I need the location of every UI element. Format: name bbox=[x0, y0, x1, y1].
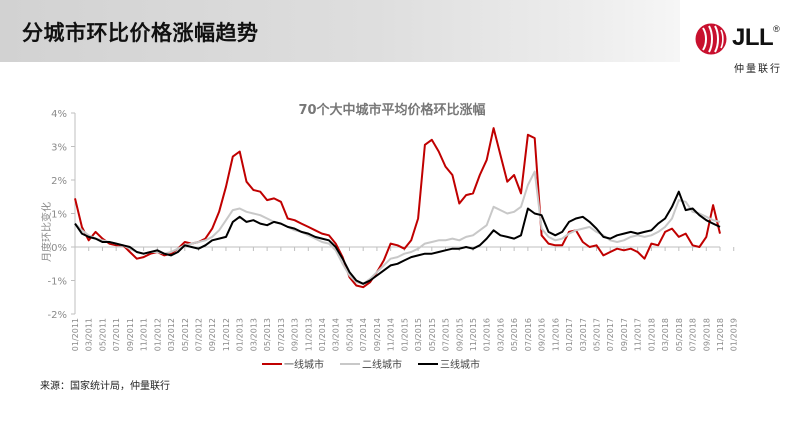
x-tick-label: 03/2011 bbox=[85, 318, 94, 351]
chart-legend: 一线城市 二线城市 三线城市 bbox=[262, 358, 480, 371]
x-tick-label: 05/2015 bbox=[428, 318, 437, 351]
jll-logo: JLL® 仲量联行 bbox=[694, 20, 794, 80]
series-line-3 bbox=[74, 190, 721, 285]
y-axis: -2% -1% 0% 1% 2% 3% 4% bbox=[48, 109, 76, 321]
x-tick-label: 11/2011 bbox=[140, 318, 149, 351]
series-line-2 bbox=[74, 170, 721, 285]
legend-label: 三线城市 bbox=[440, 358, 480, 371]
y-tick-label: 1% bbox=[51, 210, 67, 221]
x-tick-label: 01/2011 bbox=[71, 318, 80, 351]
x-tick-label: 01/2014 bbox=[318, 318, 327, 351]
x-tick-label: 09/2013 bbox=[291, 318, 300, 351]
x-tick-label: 07/2018 bbox=[689, 318, 698, 351]
y-axis-label: 月度环比变化 bbox=[40, 202, 53, 262]
x-tick-label: 05/2017 bbox=[592, 318, 601, 351]
x-tick-label: 01/2018 bbox=[647, 318, 656, 351]
x-tick-label: 09/2015 bbox=[455, 318, 464, 351]
x-tick-label: 07/2012 bbox=[195, 318, 204, 351]
x-tick-label: 03/2013 bbox=[249, 318, 258, 351]
x-tick-label: 11/2015 bbox=[469, 318, 478, 351]
x-tick-label: 03/2012 bbox=[167, 318, 176, 351]
y-tick-label: 0% bbox=[51, 243, 67, 254]
x-tick-label: 01/2015 bbox=[400, 318, 409, 351]
series-lines bbox=[74, 127, 721, 289]
x-tick-label: 07/2017 bbox=[606, 318, 615, 351]
jll-logo-subtitle: 仲量联行 bbox=[734, 64, 782, 75]
x-tick-label: 07/2014 bbox=[359, 318, 368, 351]
x-tick-label: 05/2012 bbox=[181, 318, 190, 351]
x-tick-label: 07/2013 bbox=[277, 318, 286, 351]
y-tick-label: 2% bbox=[51, 176, 67, 187]
x-tick-label: 03/2015 bbox=[414, 318, 423, 351]
x-axis: 01/2011 03/2011 05/2011 07/2011 09/2011 11/20… bbox=[71, 246, 739, 351]
x-tick-label: 07/2016 bbox=[524, 318, 533, 351]
x-tick-label: 11/2013 bbox=[304, 318, 313, 351]
page-title: 分城市环比价格涨幅趋势 bbox=[22, 21, 259, 45]
x-tick-label: 09/2017 bbox=[620, 318, 629, 351]
page-header: 分城市环比价格涨幅趋势 JLL® 仲量联行 bbox=[0, 0, 800, 84]
x-tick-label: 09/2012 bbox=[208, 318, 217, 351]
source-note: 来源：国家统计局，仲量联行 bbox=[40, 381, 170, 392]
x-tick-label: 05/2013 bbox=[263, 318, 272, 351]
x-tick-label: 05/2014 bbox=[345, 318, 354, 351]
x-tick-label: 03/2014 bbox=[332, 318, 341, 351]
x-tick-label: 09/2018 bbox=[702, 318, 711, 351]
x-tick-label: 09/2011 bbox=[126, 318, 135, 351]
x-tick-label: 01/2017 bbox=[565, 318, 574, 351]
x-tick-label: 01/2016 bbox=[483, 318, 492, 351]
series-line-1 bbox=[74, 127, 721, 289]
x-tick-label: 11/2016 bbox=[551, 318, 560, 351]
y-tick-label: -2% bbox=[48, 310, 67, 321]
x-tick-label: 09/2014 bbox=[373, 318, 382, 351]
x-tick-label: 07/2011 bbox=[112, 318, 121, 351]
x-tick-label: 01/2019 bbox=[730, 318, 739, 351]
x-tick-label: 07/2015 bbox=[442, 318, 451, 351]
y-tick-label: -1% bbox=[48, 277, 67, 288]
x-tick-label: 03/2017 bbox=[579, 318, 588, 351]
x-tick-label: 05/2018 bbox=[675, 318, 684, 351]
legend-label: 二线城市 bbox=[362, 358, 402, 371]
x-tick-label: 01/2012 bbox=[153, 318, 162, 351]
y-tick-label: 3% bbox=[51, 143, 67, 154]
x-tick-label: 11/2017 bbox=[634, 318, 643, 351]
x-tick-label: 11/2014 bbox=[387, 318, 396, 351]
chart-title: 70个大中城市平均价格环比涨幅 bbox=[298, 102, 485, 118]
x-tick-label: 05/2016 bbox=[510, 318, 519, 351]
jll-logo-text: JLL® bbox=[732, 24, 780, 51]
title-bar bbox=[0, 0, 680, 62]
x-tick-label: 03/2018 bbox=[661, 318, 670, 351]
x-tick-label: 11/2018 bbox=[716, 318, 725, 351]
x-tick-label: 09/2016 bbox=[538, 318, 547, 351]
x-tick-label: 01/2013 bbox=[236, 318, 245, 351]
jll-logo-icon bbox=[695, 23, 727, 55]
legend-label: 一线城市 bbox=[284, 358, 324, 371]
x-tick-label: 03/2016 bbox=[496, 318, 505, 351]
x-tick-label: 05/2011 bbox=[98, 318, 107, 351]
x-tick-label: 11/2012 bbox=[222, 318, 231, 351]
y-tick-label: 4% bbox=[51, 109, 67, 120]
line-chart: 70个大中城市平均价格环比涨幅 月度环比变化 -2%-1%0%1%2%3%4% … bbox=[40, 102, 739, 371]
